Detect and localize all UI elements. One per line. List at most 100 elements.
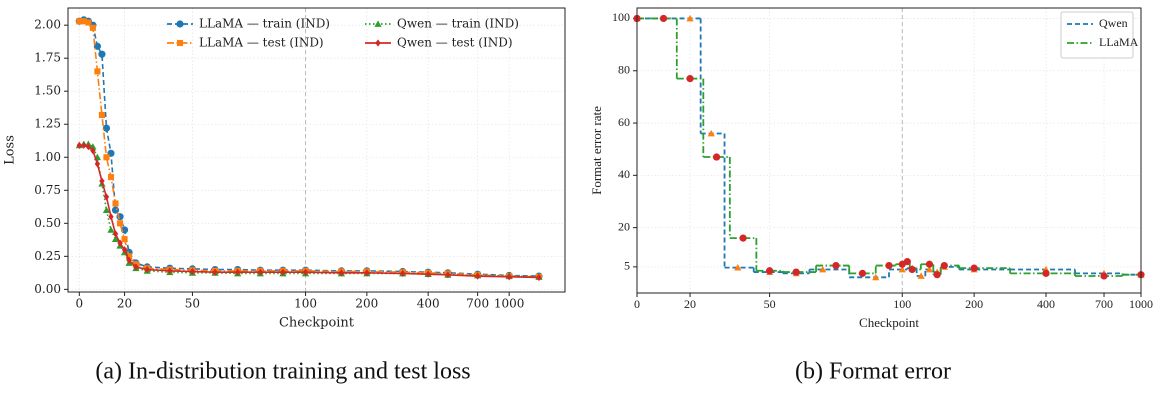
marker <box>933 271 941 279</box>
series-line <box>79 19 539 277</box>
marker <box>76 18 83 25</box>
y-tick-label: 100 <box>612 10 630 24</box>
marker <box>445 271 451 279</box>
marker <box>712 153 721 161</box>
x-tick-label: 100 <box>893 297 911 311</box>
marker <box>375 39 381 47</box>
x-tick-label: 1000 <box>494 297 525 311</box>
marker <box>302 268 309 276</box>
x-tick-label: 200 <box>355 297 378 311</box>
marker <box>898 265 906 273</box>
x-tick-label: 0 <box>634 297 640 311</box>
marker <box>126 253 133 260</box>
marker <box>917 272 925 279</box>
x-tick-label: 700 <box>1095 297 1113 311</box>
y-tick-label: 20 <box>618 219 630 233</box>
x-tick-label: 200 <box>965 297 983 311</box>
x-axis-label: Checkpoint <box>859 315 919 330</box>
y-tick-label: 0.25 <box>34 249 61 263</box>
marker <box>76 141 83 149</box>
marker <box>707 129 715 137</box>
y-tick-label: 0.50 <box>34 216 61 230</box>
marker <box>90 147 96 155</box>
marker <box>85 143 92 151</box>
legend-label: Qwen <box>1099 16 1128 30</box>
marker <box>85 19 92 26</box>
legend-label: Qwen — test (IND) <box>397 36 513 50</box>
marker <box>176 39 184 47</box>
marker <box>121 246 128 254</box>
marker <box>80 18 87 25</box>
marker <box>102 206 111 213</box>
marker <box>257 268 264 276</box>
x-tick-label: 50 <box>764 297 776 311</box>
plot-frame <box>67 7 566 293</box>
marker <box>103 154 110 161</box>
marker <box>111 235 120 243</box>
marker <box>885 261 893 270</box>
marker <box>819 265 827 273</box>
marker <box>506 273 512 281</box>
marker <box>94 68 101 75</box>
marker <box>112 230 119 238</box>
marker <box>858 269 867 277</box>
marker <box>176 20 184 28</box>
marker <box>108 213 114 221</box>
marker <box>536 273 542 282</box>
marker <box>1042 269 1050 277</box>
x-tick-label: 0 <box>75 297 83 311</box>
x-tick-label: 50 <box>185 297 200 311</box>
plot-frame <box>636 7 1142 294</box>
marker <box>970 264 978 272</box>
marker <box>107 226 115 233</box>
marker <box>908 265 916 274</box>
marker <box>107 174 115 181</box>
marker <box>832 261 840 270</box>
marker <box>872 273 880 281</box>
x-tick-label: 700 <box>466 297 489 311</box>
marker <box>94 160 101 168</box>
y-tick-label: 80 <box>618 63 630 77</box>
marker <box>474 272 481 280</box>
marker <box>133 263 139 271</box>
y-tick-label: 1.75 <box>34 51 61 65</box>
marker <box>739 234 747 242</box>
marker <box>212 268 218 276</box>
marker <box>925 265 934 273</box>
marker <box>686 14 694 22</box>
x-tick-label: 1000 <box>1129 297 1153 311</box>
y-tick-label: 0.75 <box>34 183 61 197</box>
marker <box>81 141 87 149</box>
marker <box>400 269 406 278</box>
y-tick-label: 0.00 <box>34 282 61 296</box>
marker <box>338 269 345 277</box>
marker <box>89 24 96 31</box>
legend-label: LLaMA — test (IND) <box>199 36 324 50</box>
y-tick-label: 1.50 <box>34 84 61 98</box>
y-tick-label: 40 <box>618 167 630 181</box>
series-line <box>79 144 539 279</box>
marker <box>98 50 106 58</box>
x-tick-label: 400 <box>1037 297 1055 311</box>
x-tick-label: 100 <box>294 297 317 311</box>
marker <box>98 111 105 119</box>
marker <box>364 269 370 277</box>
panel-a: 0 20 50 100 200 400 700 1000 0.00 0.25 0.50 0.75 1.0… <box>3 7 566 385</box>
x-axis-label: Checkpoint <box>279 316 355 331</box>
marker <box>167 267 173 275</box>
x-tick-label: 20 <box>117 297 132 311</box>
marker <box>89 143 97 150</box>
marker <box>792 268 800 276</box>
marker <box>425 270 431 278</box>
y-tick-label: 1.25 <box>34 117 61 131</box>
marker <box>121 236 128 243</box>
marker <box>1100 272 1108 280</box>
x-tick-label: 20 <box>684 297 696 311</box>
marker <box>903 258 911 266</box>
marker <box>940 261 948 270</box>
legend-label: LLaMA — train (IND) <box>199 17 330 31</box>
marker <box>686 74 694 83</box>
series-line <box>79 143 539 278</box>
marker <box>99 177 105 185</box>
